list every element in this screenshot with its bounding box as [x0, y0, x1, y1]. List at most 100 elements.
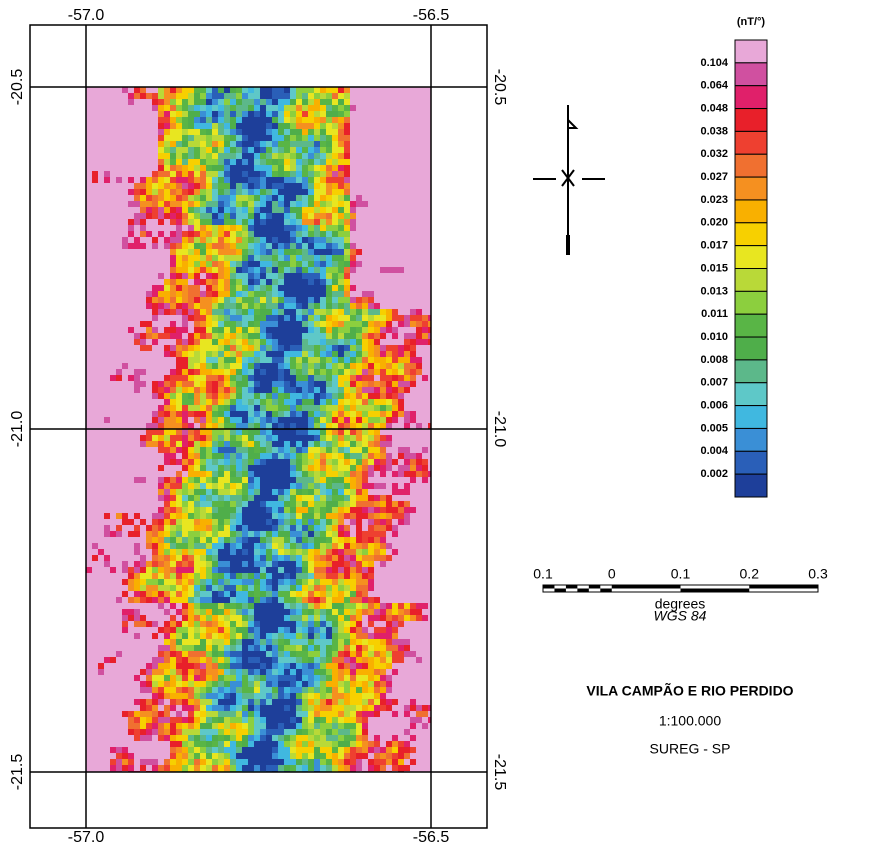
- raster-cell: [344, 465, 350, 471]
- raster-cell: [212, 369, 218, 375]
- raster-cell: [416, 393, 422, 399]
- raster-cell: [248, 495, 254, 501]
- raster-cell: [128, 111, 134, 117]
- raster-cell: [176, 585, 182, 591]
- raster-cell: [368, 423, 374, 429]
- raster-cell: [158, 207, 164, 213]
- raster-cell: [236, 429, 242, 435]
- raster-cell: [146, 507, 152, 513]
- raster-cell: [410, 567, 416, 573]
- raster-cell: [410, 513, 416, 519]
- raster-cell: [122, 273, 128, 279]
- raster-cell: [368, 447, 374, 453]
- raster-cell: [386, 93, 392, 99]
- raster-cell: [410, 141, 416, 147]
- raster-cell: [278, 369, 284, 375]
- raster-cell: [278, 291, 284, 297]
- raster-cell: [152, 297, 158, 303]
- raster-cell: [110, 285, 116, 291]
- raster-cell: [146, 135, 152, 141]
- raster-cell: [290, 387, 296, 393]
- raster-cell: [230, 261, 236, 267]
- raster-cell: [416, 189, 422, 195]
- raster-cell: [338, 405, 344, 411]
- raster-cell: [404, 357, 410, 363]
- raster-cell: [116, 411, 122, 417]
- raster-cell: [104, 477, 110, 483]
- raster-cell: [416, 111, 422, 117]
- raster-cell: [104, 255, 110, 261]
- raster-cell: [344, 273, 350, 279]
- raster-cell: [320, 567, 326, 573]
- raster-cell: [116, 519, 122, 525]
- raster-cell: [146, 435, 152, 441]
- raster-cell: [374, 489, 380, 495]
- raster-cell: [98, 591, 104, 597]
- raster-cell: [236, 129, 242, 135]
- raster-cell: [170, 267, 176, 273]
- raster-cell: [362, 195, 368, 201]
- raster-cell: [146, 411, 152, 417]
- raster-cell: [290, 249, 296, 255]
- raster-cell: [86, 201, 92, 207]
- raster-cell: [158, 531, 164, 537]
- raster-cell: [170, 537, 176, 543]
- raster-cell: [320, 489, 326, 495]
- raster-cell: [266, 429, 272, 435]
- raster-cell: [314, 537, 320, 543]
- raster-cell: [332, 333, 338, 339]
- raster-cell: [224, 183, 230, 189]
- raster-cell: [302, 105, 308, 111]
- raster-cell: [260, 489, 266, 495]
- raster-cell: [350, 339, 356, 345]
- raster-cell: [272, 453, 278, 459]
- raster-cell: [140, 99, 146, 105]
- raster-cell: [194, 381, 200, 387]
- raster-cell: [200, 255, 206, 261]
- raster-cell: [218, 285, 224, 291]
- raster-cell: [290, 351, 296, 357]
- raster-cell: [278, 231, 284, 237]
- raster-cell: [320, 261, 326, 267]
- raster-cell: [206, 429, 212, 435]
- raster-cell: [146, 285, 152, 291]
- raster-cell: [356, 423, 362, 429]
- raster-cell: [374, 111, 380, 117]
- raster-cell: [104, 183, 110, 189]
- raster-cell: [350, 243, 356, 249]
- raster-cell: [326, 387, 332, 393]
- raster-cell: [110, 111, 116, 117]
- raster-cell: [194, 135, 200, 141]
- raster-cell: [272, 375, 278, 381]
- raster-cell: [200, 273, 206, 279]
- raster-cell: [368, 243, 374, 249]
- raster-cell: [344, 129, 350, 135]
- raster-cell: [206, 153, 212, 159]
- raster-cell: [416, 243, 422, 249]
- raster-cell: [164, 183, 170, 189]
- raster-cell: [188, 189, 194, 195]
- raster-cell: [200, 459, 206, 465]
- raster-cell: [356, 567, 362, 573]
- raster-cell: [260, 219, 266, 225]
- raster-cell: [236, 459, 242, 465]
- raster-cell: [104, 573, 110, 579]
- raster-cell: [98, 399, 104, 405]
- raster-cell: [164, 555, 170, 561]
- raster-cell: [404, 297, 410, 303]
- raster-cell: [170, 387, 176, 393]
- raster-cell: [152, 423, 158, 429]
- raster-cell: [296, 531, 302, 537]
- raster-cell: [206, 531, 212, 537]
- raster-cell: [308, 405, 314, 411]
- raster-cell: [386, 255, 392, 261]
- raster-cell: [128, 309, 134, 315]
- raster-cell: [338, 129, 344, 135]
- raster-cell: [248, 255, 254, 261]
- raster-cell: [332, 189, 338, 195]
- raster-cell: [272, 285, 278, 291]
- raster-cell: [194, 297, 200, 303]
- raster-cell: [308, 327, 314, 333]
- raster-cell: [416, 351, 422, 357]
- raster-cell: [422, 501, 428, 507]
